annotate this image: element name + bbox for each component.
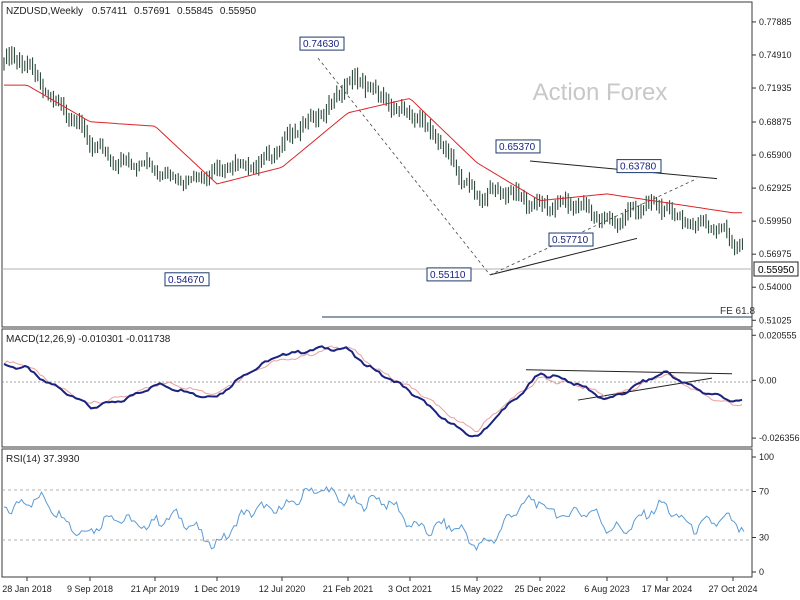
annotation-labels: 0.74630 0.54670 0.65370 0.55110 0.57710 0.637… bbox=[164, 36, 662, 287]
macd-line bbox=[3, 345, 743, 438]
trendline-dashed-down bbox=[317, 57, 491, 276]
macd-panel: MACD(12,26,9) -0.010301 -0.011738 0.0205… bbox=[1, 328, 800, 448]
annotation-label: 0.65370 bbox=[499, 142, 536, 153]
y-tick-label: 0.59950 bbox=[759, 216, 792, 226]
x-tick-label: 21 Feb 2021 bbox=[323, 584, 374, 594]
y-tick-label: 100 bbox=[759, 452, 774, 462]
x-tick-label: 1 Dec 2019 bbox=[194, 584, 240, 594]
y-tick-label: 0.65900 bbox=[759, 150, 792, 160]
x-tick-label: 6 Aug 2023 bbox=[584, 584, 630, 594]
x-tick-label: 27 Oct 2024 bbox=[708, 584, 757, 594]
rsi-levels bbox=[2, 489, 752, 541]
price-ohlc-high: 0.57691 bbox=[134, 6, 171, 17]
trendlines bbox=[317, 57, 718, 276]
annotation-label: 0.57710 bbox=[552, 235, 589, 246]
annotation-label: 0.74630 bbox=[303, 39, 340, 50]
price-candles bbox=[3, 46, 743, 256]
fe-label: FE 61.8 bbox=[720, 306, 755, 317]
annotation-box bbox=[548, 232, 594, 247]
y-tick-label: 0.77885 bbox=[759, 17, 792, 27]
current-price-badge: 0.55950 bbox=[753, 261, 799, 277]
annotation-box bbox=[299, 36, 345, 51]
rsi-panel: RSI(14) 37.3930 100 70 30 0 bbox=[1, 448, 774, 578]
annotation-label: 0.63780 bbox=[620, 162, 657, 173]
macd-trendlines bbox=[525, 369, 733, 401]
annotation-box bbox=[426, 267, 472, 282]
price-y-axis: 0.77885 0.74910 0.71935 0.68875 0.65900 0.629… bbox=[752, 17, 792, 325]
price-gridlines bbox=[2, 268, 752, 318]
trendline-lower bbox=[489, 237, 638, 276]
price-title-name: NZDUSD,Weekly bbox=[6, 6, 83, 17]
y-tick-label: 0 bbox=[759, 567, 764, 577]
macd-title: MACD(12,26,9) -0.010301 -0.011738 bbox=[6, 334, 171, 345]
annotation-label: 0.54670 bbox=[168, 275, 205, 286]
price-title: NZDUSD,Weekly 0.57411 0.57691 0.55845 0.… bbox=[6, 6, 256, 17]
x-tick-label: 9 Sep 2018 bbox=[67, 584, 113, 594]
y-tick-label: 0.68875 bbox=[759, 117, 792, 127]
x-tick-label: 3 Oct 2021 bbox=[388, 584, 432, 594]
x-tick-label: 15 May 2022 bbox=[451, 584, 503, 594]
y-tick-label: 0.74910 bbox=[759, 50, 792, 60]
watermark-text: Action Forex bbox=[533, 79, 668, 106]
x-tick-label: 28 Jan 2018 bbox=[2, 584, 52, 594]
y-tick-label: 0.71935 bbox=[759, 83, 792, 93]
y-tick-label: 30 bbox=[759, 533, 769, 543]
x-axis: 28 Jan 2018 9 Sep 2018 21 Apr 2019 1 Dec 20… bbox=[2, 577, 758, 594]
x-tick-label: 25 Dec 2022 bbox=[514, 584, 565, 594]
x-tick-label: 21 Apr 2019 bbox=[131, 584, 180, 594]
series-lines bbox=[4, 84, 742, 214]
macd-trendline-lower bbox=[577, 377, 713, 401]
rsi-y-axis: 100 70 30 0 bbox=[752, 452, 774, 577]
x-tick-label: 17 Mar 2024 bbox=[642, 584, 693, 594]
annotation-label: 0.55110 bbox=[430, 270, 466, 281]
macd-y-axis: 0.020555 0.00 -0.026356 bbox=[752, 330, 800, 443]
y-tick-label: 0.020555 bbox=[759, 330, 797, 340]
moving-average-line bbox=[4, 84, 742, 214]
y-tick-label: -0.026356 bbox=[759, 433, 800, 443]
price-ohlc-open: 0.57411 bbox=[92, 6, 128, 17]
price-panel: Action Forex 0.74630 0.54670 0.65370 0.5511… bbox=[1, 1, 799, 328]
price-ohlc-low: 0.55845 bbox=[177, 6, 214, 17]
rsi-title: RSI(14) 37.3930 bbox=[6, 454, 80, 465]
y-tick-label: 0.54000 bbox=[759, 282, 792, 292]
trendline-dashed-up bbox=[489, 178, 698, 276]
rsi-line bbox=[3, 486, 745, 552]
y-tick-label: 70 bbox=[759, 487, 769, 497]
macd-lines bbox=[3, 345, 743, 438]
y-tick-label: 0.56975 bbox=[759, 249, 792, 259]
y-tick-label: 0.00 bbox=[759, 375, 777, 385]
macd-trendline-upper bbox=[525, 369, 733, 375]
annotation-box bbox=[616, 159, 662, 174]
x-tick-label: 12 Jul 2020 bbox=[259, 584, 306, 594]
current-price-label: 0.55950 bbox=[758, 265, 795, 276]
y-tick-label: 0.51025 bbox=[759, 315, 792, 325]
annotation-box bbox=[495, 139, 541, 154]
rsi-series-line bbox=[3, 486, 745, 552]
y-tick-label: 0.62925 bbox=[759, 183, 792, 193]
annotation-box bbox=[164, 272, 210, 287]
price-ohlc-close: 0.55950 bbox=[220, 6, 257, 17]
